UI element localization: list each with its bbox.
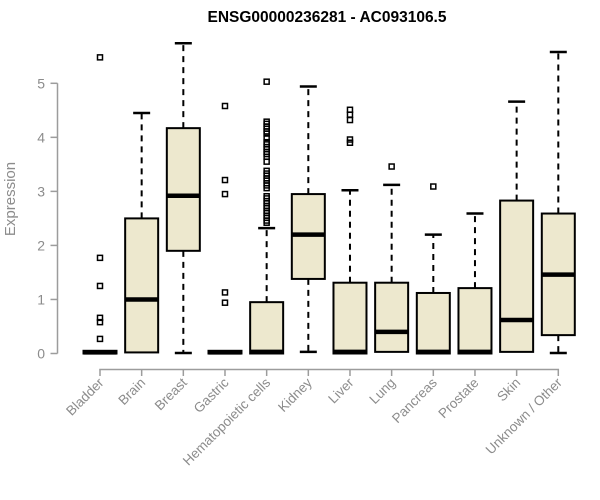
outlier-point [96, 54, 104, 61]
y-tick-label-4: 4 [37, 129, 45, 145]
boxplot-pancreas [415, 183, 451, 355]
boxplot-lung [374, 163, 410, 353]
iqr-box [374, 281, 410, 353]
y-tick-label-2: 2 [37, 237, 45, 253]
outlier-point [221, 190, 229, 198]
outlier-point [221, 299, 229, 306]
iqr-box [457, 287, 493, 355]
boxplot-bladder [82, 54, 118, 355]
y-tick-labels: 0 1 2 3 4 5 [37, 75, 45, 361]
x-label-unknown-other: Unknown / Other [483, 375, 566, 458]
boxplot-gastric [207, 102, 243, 355]
x-label-breast: Breast [152, 375, 190, 413]
outlier-point [430, 183, 437, 190]
plot-area: 0 1 2 3 4 5 Bladder Brain Breast GastricHematopoi… [37, 42, 576, 469]
outlier-point [346, 111, 354, 118]
y-tick-label-1: 1 [37, 291, 45, 307]
iqr-box [415, 291, 451, 355]
iqr-box [499, 199, 535, 353]
x-label-kidney: Kidney [275, 375, 315, 415]
outlier-point [346, 116, 354, 124]
outlier-point [221, 102, 229, 110]
outlier-point [96, 254, 104, 262]
outlier-point [263, 219, 270, 226]
x-label-brain: Brain [115, 375, 148, 408]
iqr-box [249, 301, 285, 355]
y-tick-label-5: 5 [37, 75, 45, 91]
outlier-point [263, 184, 270, 192]
iqr-box [124, 217, 160, 354]
outlier-point [346, 139, 354, 146]
x-label-liver: Liver [325, 375, 357, 407]
boxplot-breast [165, 42, 201, 355]
outlier-point [221, 289, 229, 296]
x-label-lung: Lung [366, 375, 398, 407]
outlier-point [388, 163, 395, 170]
chart-title: ENSG00000236281 - AC093106.5 [208, 9, 447, 26]
y-tick-label-0: 0 [37, 346, 45, 362]
boxplot-hematopoietic-cells [249, 78, 285, 355]
outlier-point [96, 282, 104, 290]
y-axis [50, 82, 59, 355]
outlier-point [221, 176, 229, 184]
y-axis-label: Expression [2, 162, 19, 236]
iqr-box [165, 127, 201, 252]
outlier-point [96, 318, 104, 326]
x-label-pancreas: Pancreas [389, 375, 440, 426]
x-axis [99, 368, 560, 376]
boxplot-kidney [290, 85, 326, 354]
iqr-box [332, 281, 368, 355]
boxplot-liver [332, 106, 368, 355]
x-label-gastric: Gastric [191, 375, 232, 416]
y-tick-label-3: 3 [37, 183, 45, 199]
outlier-point [263, 158, 270, 165]
x-label-prostate: Prostate [435, 375, 481, 421]
x-label-bladder: Bladder [63, 375, 107, 419]
boxplot-unknown-other [540, 50, 576, 355]
boxplot-brain [124, 111, 160, 354]
outlier-point [96, 335, 104, 343]
boxplot-prostate [457, 212, 493, 355]
outlier-point [263, 78, 270, 85]
x-label-skin: Skin [494, 375, 523, 404]
boxplot-skin [499, 100, 535, 353]
